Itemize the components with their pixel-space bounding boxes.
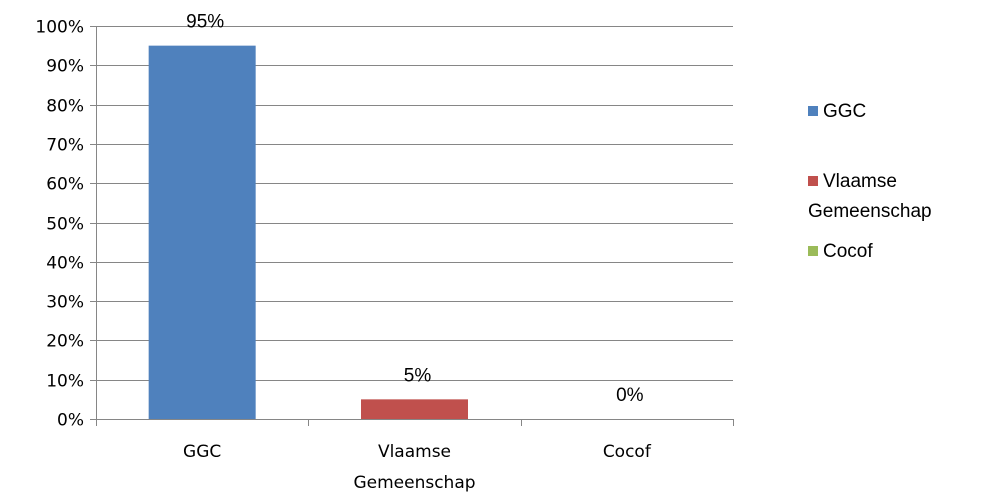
y-tick-label: 90% <box>46 57 84 77</box>
y-tick-label: 0% <box>57 411 84 431</box>
y-tick-label: 40% <box>46 254 84 274</box>
y-tick-label: 30% <box>46 293 84 313</box>
data-label: 95% <box>186 12 224 33</box>
y-tick-label: 60% <box>46 175 84 195</box>
data-labels: 95% 5% 0% <box>186 12 644 406</box>
y-tick-label: 50% <box>46 215 84 235</box>
y-tick-label: 10% <box>46 372 84 392</box>
bars <box>148 45 468 420</box>
y-tick-label: 70% <box>46 136 84 156</box>
legend-swatch <box>808 246 818 256</box>
legend-label: GGC <box>823 101 866 122</box>
legend: GGC Vlaamse Gemeenschap Cocof <box>808 101 932 262</box>
legend-label: Cocof <box>823 241 873 262</box>
y-tick-label: 100% <box>35 18 84 38</box>
y-tick-label: 80% <box>46 97 84 117</box>
data-label: 0% <box>616 385 644 406</box>
data-label: 5% <box>404 365 432 386</box>
y-tick-label: 20% <box>46 332 84 352</box>
x-tick-label: GGC <box>183 442 221 462</box>
bar <box>148 45 256 420</box>
legend-label: Vlaamse Gemeenschap <box>808 171 932 222</box>
bar <box>361 399 468 419</box>
x-axis: GGC Vlaamse Gemeenschap Cocof <box>96 419 734 493</box>
x-tick-label: Cocof <box>603 442 652 462</box>
x-tick-label: Vlaamse Gemeenschap <box>353 442 475 493</box>
legend-swatch <box>808 176 818 186</box>
y-axis: 0% 10% 20% 30% 40% 50% 60% 70% 80% 90% 100% <box>35 18 97 431</box>
legend-swatch <box>808 106 818 116</box>
